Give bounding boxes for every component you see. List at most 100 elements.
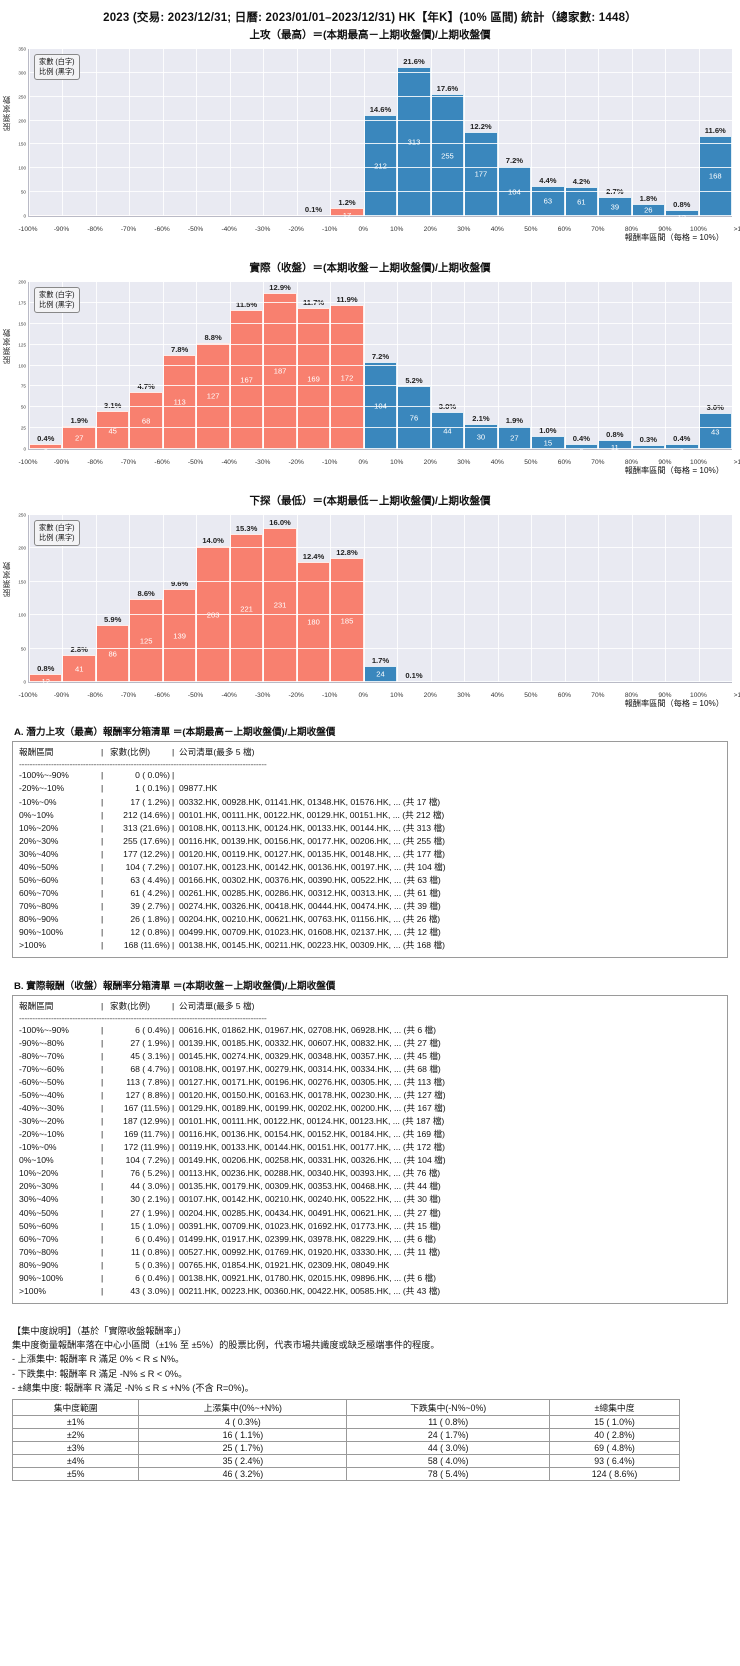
- bar[interactable]: 30 2.1%: [464, 414, 498, 449]
- row-company-list: 09877.HK: [179, 783, 218, 794]
- row-count: 76 ( 5.2%): [130, 1168, 170, 1179]
- legend-line-2: 比例 (黑字): [39, 66, 75, 76]
- bar[interactable]: 43 3.0%: [698, 403, 732, 449]
- bar[interactable]: 41 2.8%: [62, 645, 96, 682]
- bar[interactable]: 63 4.4%: [531, 176, 565, 216]
- listing-row: -10%~0% | 172 (11.9%) | 00119.HK, 00133.HK, …: [19, 1141, 721, 1154]
- bar[interactable]: 139 9.6%: [162, 579, 197, 682]
- row-count: 43 ( 3.0%): [130, 1285, 170, 1296]
- row-sep: |: [101, 1285, 104, 1296]
- row-count: 1 ( 0.1%): [135, 783, 170, 794]
- x-axis-tick: 100%: [690, 459, 707, 466]
- row-range: 0%~10%: [19, 809, 54, 820]
- grid-line-horizontal: [29, 547, 732, 549]
- row-count: 30 ( 2.1%): [130, 1194, 170, 1205]
- grid-line-horizontal: [29, 448, 732, 449]
- y-axis-tick: 150: [18, 141, 26, 147]
- row-count: 27 ( 1.9%): [130, 1207, 170, 1218]
- row-sep: |: [172, 1194, 175, 1205]
- bar-count-label: 12: [677, 213, 686, 223]
- bar[interactable]: 76 5.2%: [397, 376, 431, 449]
- bar[interactable]: 453.1%: [95, 401, 130, 449]
- listing-row: 80%~90% | 26 ( 1.8%) | 00204.HK, 00210.HK, 0…: [19, 913, 721, 926]
- grid-line-vertical: [598, 49, 600, 216]
- bar-count-label: 41: [74, 664, 84, 674]
- row-sep: |: [172, 1168, 175, 1179]
- bar[interactable]: 113 7.8%: [162, 345, 197, 449]
- x-axis-tick: -50%: [187, 692, 204, 699]
- bar[interactable]: 255 17.6%: [430, 84, 465, 216]
- bar[interactable]: 26 1.8%: [631, 194, 666, 216]
- x-axis-tick: 90%: [658, 459, 672, 466]
- x-axis-tick: -60%: [154, 459, 170, 466]
- y-axis-tick: 175: [18, 300, 26, 306]
- section-a: A. 潛力上攻（最高）報酬率分箱清單 ＝(本期最高－上期收盤價)/上期收盤價 報…: [12, 724, 728, 959]
- bar[interactable]: 68 4.7%: [129, 382, 163, 449]
- row-sep: |: [101, 1142, 104, 1153]
- row-sep: |: [101, 1116, 104, 1127]
- bar-count-label: 5: [646, 447, 651, 457]
- x-axis-tick: -90%: [53, 692, 70, 699]
- row-sep: |: [101, 861, 104, 872]
- bar[interactable]: 27 1.9%: [62, 416, 96, 449]
- grid-line-vertical: [29, 515, 30, 682]
- bar[interactable]: 212 14.6%: [363, 105, 398, 216]
- x-axis-tick: -10%: [322, 692, 338, 699]
- grid-line-vertical: [196, 282, 198, 449]
- x-axis-tick: -100%: [18, 459, 38, 466]
- bar[interactable]: 167 11.5%: [229, 300, 264, 449]
- grid-line-horizontal: [29, 406, 732, 408]
- bar[interactable]: 125 8.6%: [129, 589, 163, 682]
- x-axis-tick: 0%: [358, 226, 368, 233]
- x-axis-tick: 80%: [624, 226, 639, 233]
- bar[interactable]: 221 15.3%: [229, 524, 264, 682]
- row-sep: |: [101, 822, 104, 833]
- section-b: B. 實際報酬（收盤）報酬率分箱清單 ＝(本期收盤－上期收盤價)/上期收盤價 報…: [12, 978, 728, 1304]
- bar-percent-label: 12.8%: [336, 548, 358, 558]
- y-axis-tick: 50: [20, 646, 26, 652]
- bar-count-label: 231: [273, 600, 287, 610]
- listing-divider: ----------------------------------------…: [19, 759, 267, 770]
- x-axis-tick: 50%: [524, 226, 538, 233]
- x-axis-tick: 30%: [457, 226, 471, 233]
- chart-title: 下探（最低）＝(本期最低－上期收盤價)/上期收盤價: [249, 495, 491, 507]
- row-company-list: 00527.HK, 00992.HK, 01769.HK, 01920.HK, …: [179, 1246, 441, 1257]
- bar[interactable]: 86 5.9%: [95, 615, 130, 682]
- bar[interactable]: 187 12.9%: [263, 283, 297, 449]
- row-sep: |: [101, 1037, 104, 1048]
- bar-count-label: 185: [340, 616, 354, 626]
- page-title: 2023 (交易: 2023/12/31; 日曆: 2023/01/01–202…: [103, 12, 637, 24]
- row-count: 11 ( 0.8%): [130, 1246, 170, 1257]
- grid-line-vertical: [430, 49, 432, 216]
- bar-percent-label: 11.6%: [704, 125, 726, 135]
- row-sep: |: [172, 887, 175, 898]
- row-sep: |: [172, 835, 175, 846]
- row-range: 20%~30%: [19, 1181, 59, 1192]
- legend-line-2: 比例 (黑字): [39, 532, 75, 542]
- bar[interactable]: 127 8.8%: [196, 333, 230, 449]
- grid-line-vertical: [698, 49, 700, 216]
- y-axis-label: 股票家數: [2, 95, 11, 131]
- bar-count-label: 86: [108, 649, 117, 659]
- x-axis-tick: 20%: [423, 226, 437, 233]
- row-count: 27 ( 1.9%): [130, 1037, 170, 1048]
- bar-percent-label: 4.2%: [572, 176, 590, 186]
- x-axis-tick: -80%: [87, 226, 103, 233]
- grid-line-vertical: [564, 49, 566, 216]
- row-range: -20%~-10%: [19, 783, 65, 794]
- bar[interactable]: 172 11.9%: [330, 295, 364, 449]
- bar[interactable]: 180 12.4%: [296, 552, 331, 682]
- grid-line-vertical: [598, 515, 600, 682]
- grid-line-vertical: [564, 515, 566, 682]
- th-up: 上漲集中(0%~+N%): [138, 1399, 348, 1417]
- bar[interactable]: 231 16.0%: [263, 518, 297, 682]
- row-company-list: 01499.HK, 01917.HK, 02399.HK, 03978.HK, …: [179, 1233, 437, 1244]
- grid-line-vertical: [162, 515, 164, 682]
- th-total: ±總集中度: [549, 1399, 680, 1417]
- bar-count-label: 27: [510, 433, 519, 443]
- grid-line-vertical: [665, 515, 667, 682]
- y-axis-tick: 350: [18, 46, 26, 52]
- listing-row: 0%~10% | 212 (14.6%) | 00101.HK, 00111.HK, 0…: [19, 809, 721, 822]
- bar[interactable]: 168 11.6%: [698, 126, 732, 216]
- bar-percent-label: 4.4%: [539, 175, 557, 185]
